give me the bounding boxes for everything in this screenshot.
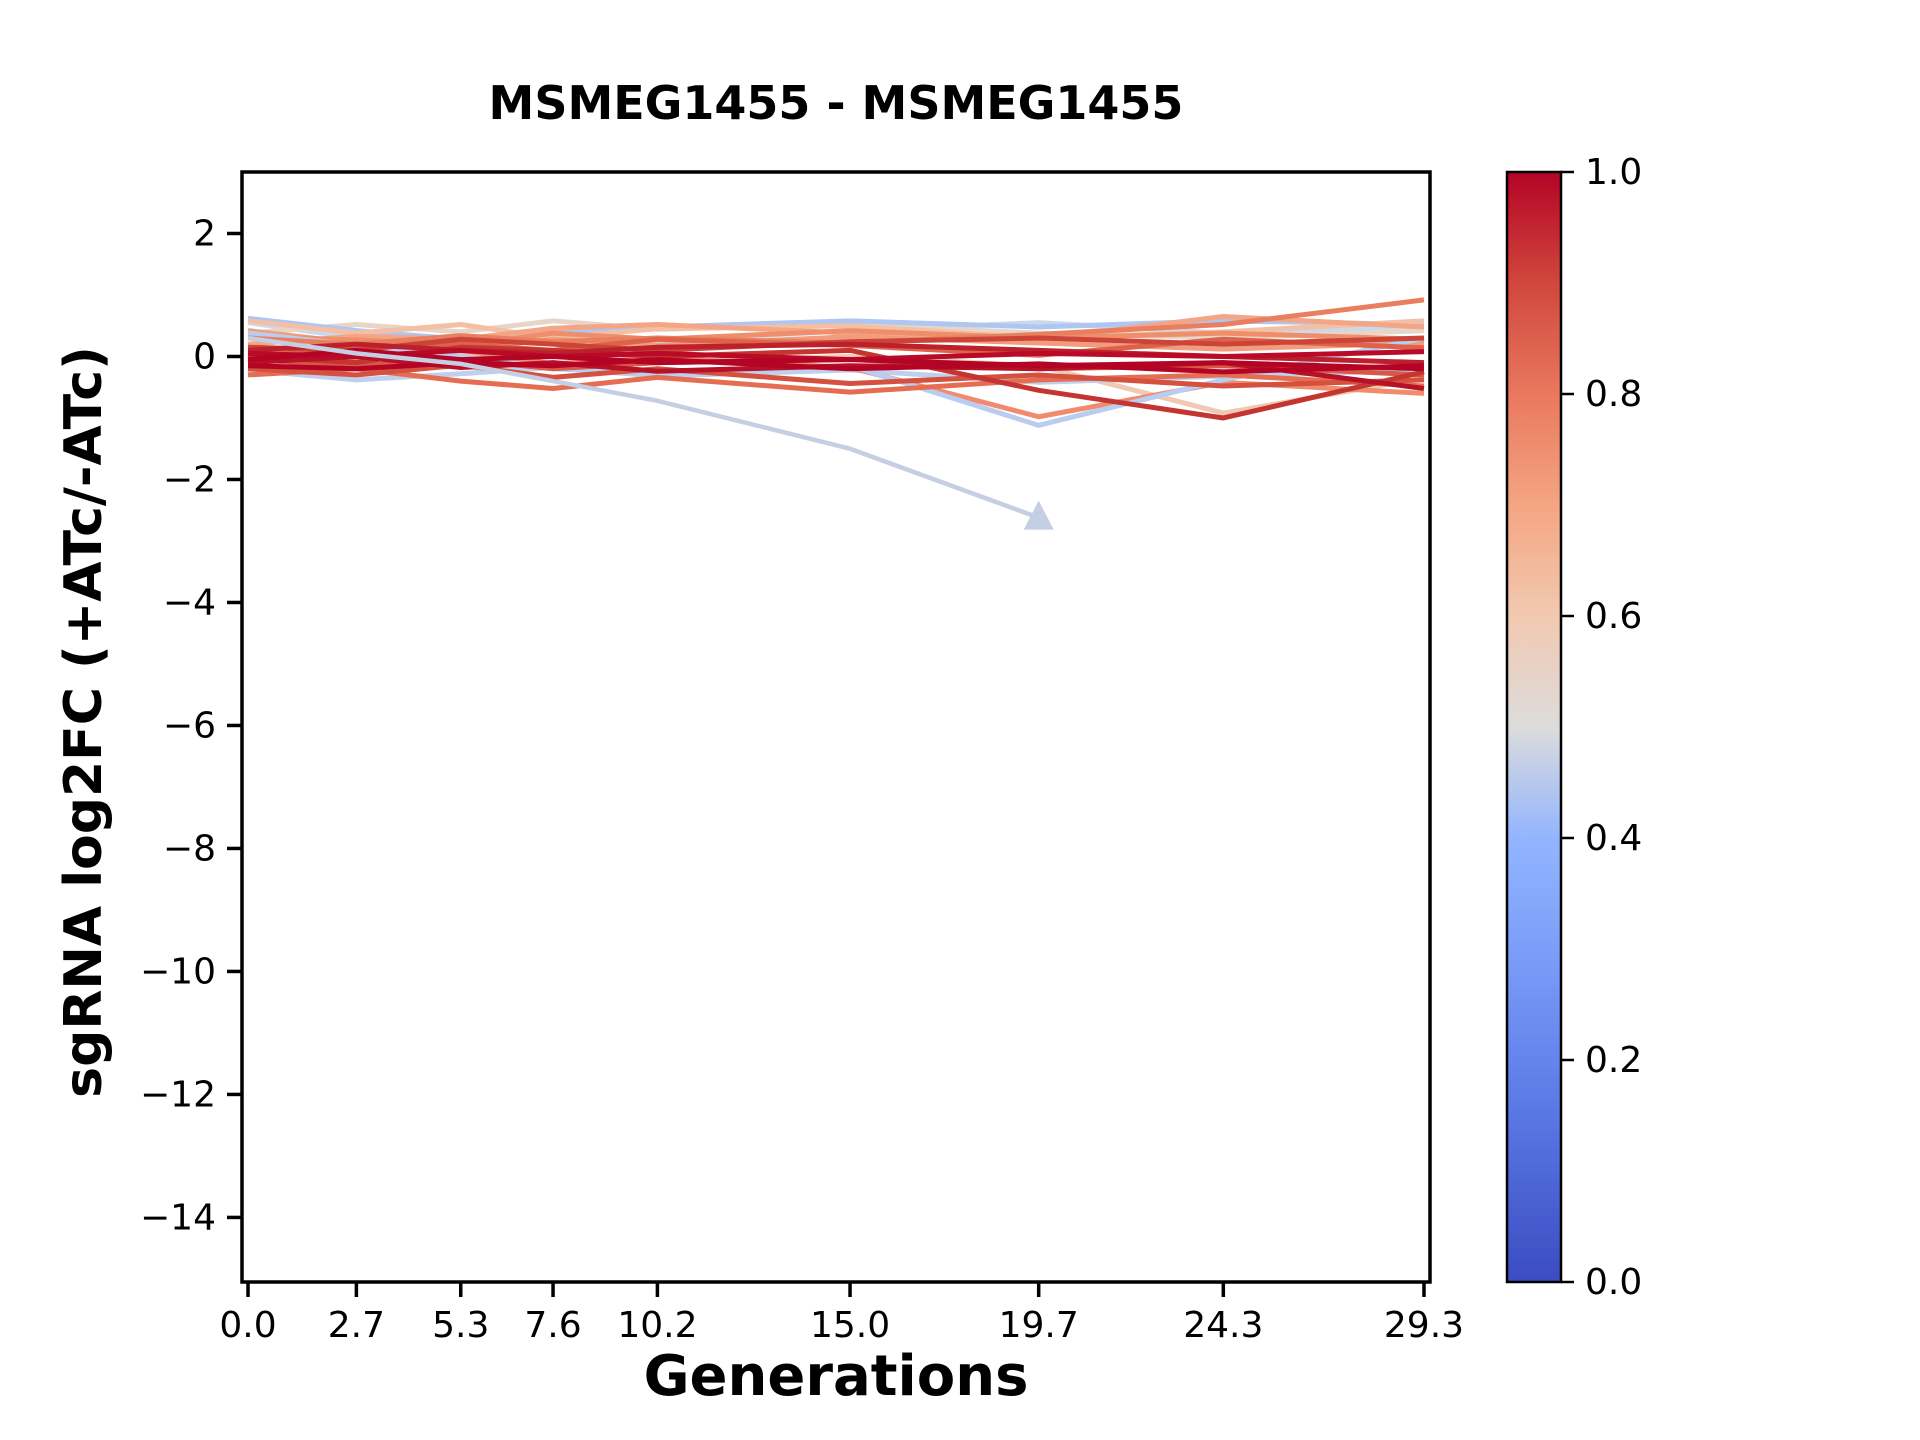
x-tick-label: 29.3 <box>1384 1305 1464 1346</box>
colorbar-gradient <box>1507 172 1561 1282</box>
sgrna-trace-line <box>247 347 1425 372</box>
colorbar-tick-label: 0.4 <box>1585 818 1642 859</box>
y-tick-label: −14 <box>140 1197 216 1238</box>
x-tick-label: 24.3 <box>1183 1305 1263 1346</box>
y-axis-ticks: 2 0 −2 −4 −6 −8 −10 −12 −14 <box>140 213 242 1238</box>
x-axis-label: Generations <box>643 1344 1029 1409</box>
y-tick-label: −10 <box>140 951 216 992</box>
x-tick-label: 10.2 <box>617 1305 697 1346</box>
y-tick-label: 0 <box>193 336 216 377</box>
dropout-trace-line <box>247 335 1040 520</box>
sgrna-trace-line <box>247 314 1425 347</box>
x-tick-label: 19.7 <box>999 1305 1079 1346</box>
y-tick-label: −2 <box>163 459 216 500</box>
x-tick-label: 7.6 <box>524 1305 581 1346</box>
x-axis-ticks: 0.0 2.7 5.3 7.6 10.2 15.0 19.7 24.3 29.3 <box>219 1282 1464 1346</box>
colorbar-border <box>1505 170 1563 1284</box>
colorbar-tick-label: 1.0 <box>1585 152 1642 193</box>
y-tick-label: 2 <box>193 213 216 254</box>
colorbar-tick-label: 0.6 <box>1585 596 1642 637</box>
x-tick-label: 5.3 <box>432 1305 489 1346</box>
colorbar-tick-label: 0.8 <box>1585 374 1642 415</box>
series-lines <box>247 297 1425 530</box>
colorbar: 1.0 0.8 0.6 0.4 0.2 0.0 <box>1505 152 1642 1303</box>
sgrna-trace-line <box>247 357 1425 375</box>
chart-title: MSMEG1455 - MSMEG1455 <box>488 76 1184 130</box>
x-tick-label: 0.0 <box>219 1305 276 1346</box>
y-tick-label: −6 <box>163 705 216 746</box>
colorbar-tick-label: 0.0 <box>1585 1262 1642 1303</box>
x-tick-label: 15.0 <box>810 1305 890 1346</box>
y-tick-label: −12 <box>140 1074 216 1115</box>
x-tick-label: 2.7 <box>328 1305 385 1346</box>
dropout-triangle-marker-icon <box>1023 500 1054 530</box>
y-tick-label: −4 <box>163 582 216 623</box>
colorbar-tick-label: 0.2 <box>1585 1040 1642 1081</box>
y-tick-label: −8 <box>163 828 216 869</box>
